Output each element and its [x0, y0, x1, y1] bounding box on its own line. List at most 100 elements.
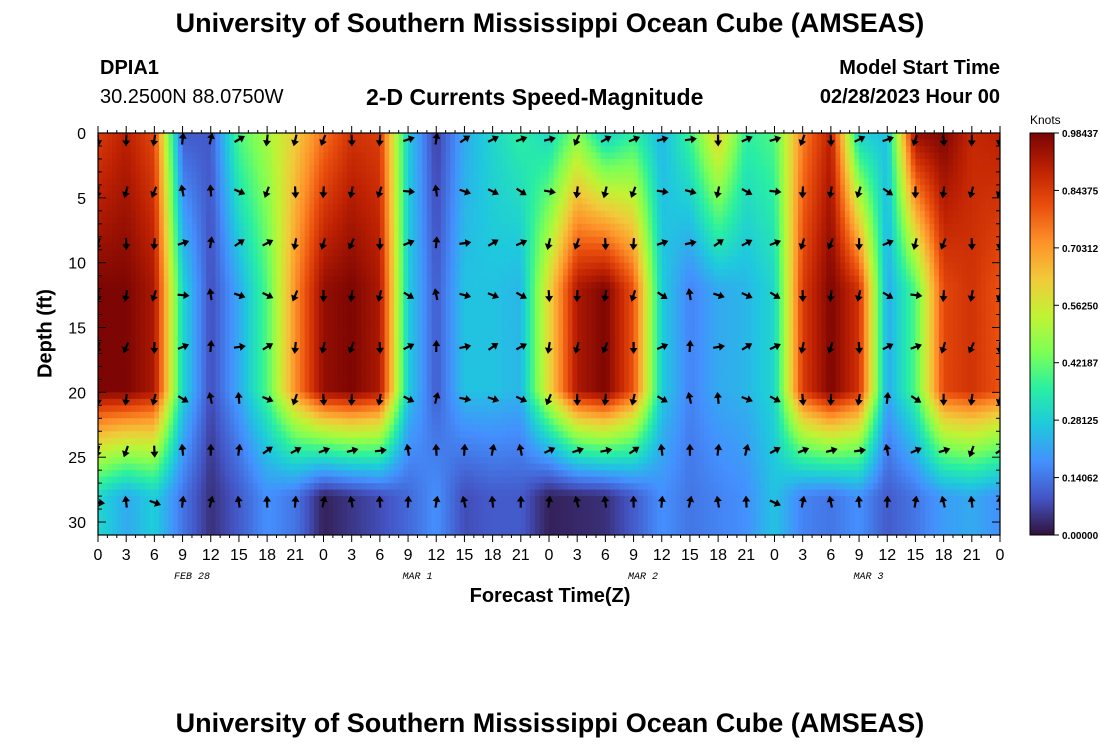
- heatmap-cell: [168, 398, 174, 406]
- heatmap-cell: [318, 502, 325, 510]
- heatmap-cell: [375, 217, 381, 225]
- heatmap-cell: [215, 145, 221, 154]
- heatmap-cell: [173, 346, 179, 355]
- heatmap-cell: [412, 178, 419, 186]
- heatmap-cell: [130, 515, 137, 523]
- heatmap-cell: [309, 431, 315, 439]
- heatmap-cell: [469, 210, 475, 218]
- heatmap-cell: [351, 262, 357, 270]
- heatmap-cell: [356, 502, 362, 510]
- heatmap-cell: [220, 372, 226, 380]
- heatmap-cell: [290, 476, 296, 484]
- heatmap-cell: [356, 152, 362, 160]
- heatmap-cell: [135, 275, 141, 283]
- heatmap-cell: [332, 340, 339, 348]
- heatmap-cell: [257, 197, 264, 205]
- heatmap-cell: [361, 301, 367, 309]
- heatmap-cell: [323, 256, 329, 264]
- heatmap-cell: [445, 158, 451, 167]
- heatmap-cell: [187, 178, 193, 186]
- heatmap-cell: [393, 424, 400, 432]
- heatmap-cell: [144, 314, 151, 322]
- heatmap-cell: [102, 204, 108, 212]
- heatmap-cell: [248, 321, 254, 329]
- heatmap-cell: [163, 230, 170, 238]
- heatmap-cell: [140, 411, 146, 419]
- heatmap-cell: [422, 256, 428, 264]
- heatmap-cell: [450, 340, 456, 348]
- heatmap-cell: [102, 236, 108, 244]
- heatmap-cell: [177, 437, 184, 445]
- heatmap-cell: [389, 223, 395, 231]
- heatmap-cell: [102, 165, 108, 173]
- heatmap-cell: [112, 243, 118, 251]
- heatmap-cell: [459, 275, 466, 283]
- heatmap-cell: [262, 158, 268, 167]
- heatmap-cell: [107, 269, 113, 277]
- heatmap-cell: [187, 158, 193, 167]
- heatmap-cell: [276, 405, 282, 413]
- heatmap-cell: [168, 385, 174, 393]
- heatmap-cell: [149, 437, 155, 445]
- heatmap-cell: [469, 431, 475, 439]
- heatmap-cell: [271, 411, 278, 419]
- heatmap-cell: [159, 457, 165, 465]
- heatmap-cell: [238, 327, 245, 335]
- heatmap-cell: [107, 158, 113, 167]
- heatmap-cell: [375, 282, 381, 290]
- heatmap-cell: [304, 411, 311, 419]
- heatmap-cell: [243, 372, 249, 380]
- heatmap-cell: [393, 489, 400, 497]
- heatmap-cell: [102, 385, 108, 393]
- heatmap-cell: [455, 191, 461, 199]
- heatmap-cell: [403, 398, 409, 406]
- heatmap-cell: [314, 210, 320, 218]
- heatmap-cell: [318, 152, 325, 160]
- heatmap-cell: [191, 165, 198, 173]
- heatmap-cell: [459, 437, 466, 445]
- heatmap-cell: [431, 366, 437, 374]
- heatmap-cell: [238, 385, 245, 393]
- heatmap-cell: [187, 321, 193, 329]
- heatmap-cell: [98, 515, 104, 523]
- heatmap-cell: [422, 165, 428, 173]
- heatmap-cell: [440, 275, 447, 283]
- heatmap-cell: [126, 457, 132, 465]
- heatmap-cell: [422, 158, 428, 167]
- heatmap-cell: [238, 275, 245, 283]
- heatmap-cell: [328, 379, 334, 387]
- heatmap-cell: [112, 133, 118, 141]
- heatmap-cell: [351, 191, 357, 199]
- heatmap-cell: [361, 346, 367, 355]
- heatmap-cell: [253, 515, 259, 523]
- heatmap-cell: [384, 197, 390, 205]
- heatmap-cell: [455, 223, 461, 231]
- heatmap-cell: [403, 437, 409, 445]
- heatmap-cell: [290, 262, 296, 270]
- heatmap-cell: [201, 217, 207, 225]
- heatmap-cell: [375, 385, 381, 393]
- heatmap-cell: [163, 308, 170, 316]
- heatmap-cell: [379, 301, 386, 309]
- heatmap-cell: [177, 489, 184, 497]
- heatmap-cell: [422, 178, 428, 186]
- heatmap-cell: [257, 321, 264, 329]
- heatmap-cell: [318, 288, 325, 296]
- heatmap-cell: [464, 152, 470, 160]
- heatmap-cell: [210, 301, 217, 309]
- heatmap-cell: [262, 262, 268, 270]
- heatmap-cell: [276, 314, 282, 322]
- heatmap-cell: [426, 353, 433, 361]
- heatmap-cell: [267, 230, 273, 238]
- heatmap-cell: [351, 366, 357, 374]
- heatmap-cell: [431, 372, 437, 380]
- heatmap-cell: [356, 145, 362, 154]
- heatmap-cell: [290, 275, 296, 283]
- heatmap-cell: [238, 483, 245, 491]
- heatmap-cell: [332, 463, 339, 471]
- heatmap-cell: [116, 249, 123, 257]
- heatmap-cell: [469, 522, 475, 530]
- heatmap-cell: [229, 476, 235, 484]
- heatmap-cell: [262, 269, 268, 277]
- heatmap-cell: [440, 522, 447, 530]
